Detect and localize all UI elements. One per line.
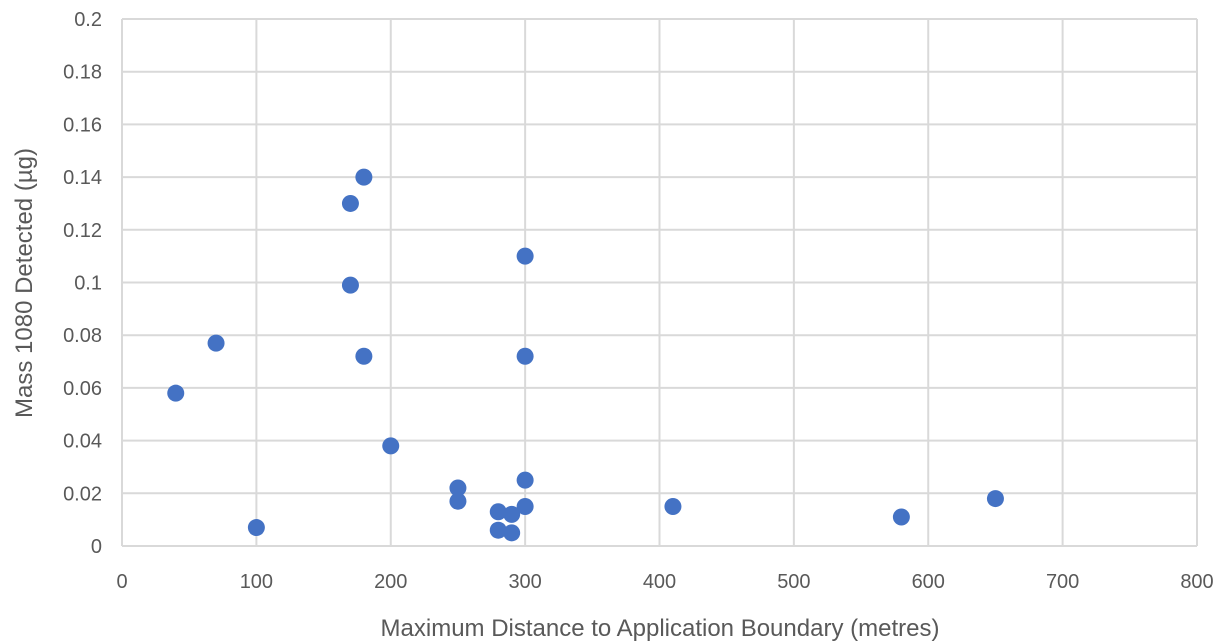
data-point — [664, 497, 682, 515]
data-point — [167, 384, 185, 402]
y-tick-label: 0.2 — [74, 9, 102, 31]
data-point — [449, 479, 467, 497]
y-tick-label: 0.1 — [74, 273, 102, 295]
data-point — [516, 347, 534, 365]
x-tick-label: 400 — [643, 571, 676, 593]
x-tick-label: 0 — [116, 571, 127, 593]
grid — [121, 18, 1198, 547]
data-point — [355, 347, 373, 365]
y-tick-label: 0.12 — [63, 220, 102, 242]
data-point — [503, 524, 521, 542]
y-tick-label: 0 — [91, 536, 102, 558]
y-tick-label: 0.02 — [63, 483, 102, 505]
x-tick-label: 300 — [508, 571, 541, 593]
y-tick-label: 0.14 — [63, 167, 102, 189]
x-tick-label: 700 — [1046, 571, 1079, 593]
y-axis-title: Mass 1080 Detected (µg) — [11, 148, 38, 418]
x-tick-label: 100 — [240, 571, 273, 593]
y-axis-ticks: 0 0.02 0.04 0.06 0.08 0.1 0.12 0.14 0.16 0.18 0.2 — [63, 9, 102, 558]
y-tick-label: 0.16 — [63, 114, 102, 136]
data-point — [516, 247, 534, 265]
data-point — [489, 521, 507, 539]
data-points — [167, 168, 1004, 542]
data-point — [986, 490, 1004, 508]
data-point — [341, 194, 359, 212]
x-tick-label: 800 — [1180, 571, 1213, 593]
data-point — [892, 508, 910, 526]
y-tick-label: 0.04 — [63, 431, 102, 453]
y-tick-label: 0.08 — [63, 325, 102, 347]
data-point — [207, 334, 225, 352]
x-axis-title: Maximum Distance to Application Boundary… — [381, 615, 940, 642]
y-tick-label: 0.18 — [63, 62, 102, 84]
data-point — [382, 437, 400, 455]
y-tick-label: 0.06 — [63, 378, 102, 400]
x-tick-label: 500 — [777, 571, 810, 593]
data-point — [516, 497, 534, 515]
data-point — [503, 505, 521, 523]
data-point — [489, 503, 507, 521]
x-tick-label: 200 — [374, 571, 407, 593]
x-axis-ticks: 0 100 200 300 400 500 600 700 800 — [116, 571, 1213, 593]
data-point — [341, 276, 359, 294]
data-point — [516, 471, 534, 489]
data-point — [449, 492, 467, 510]
data-point — [247, 519, 265, 537]
x-tick-label: 600 — [912, 571, 945, 593]
data-point — [355, 168, 373, 186]
